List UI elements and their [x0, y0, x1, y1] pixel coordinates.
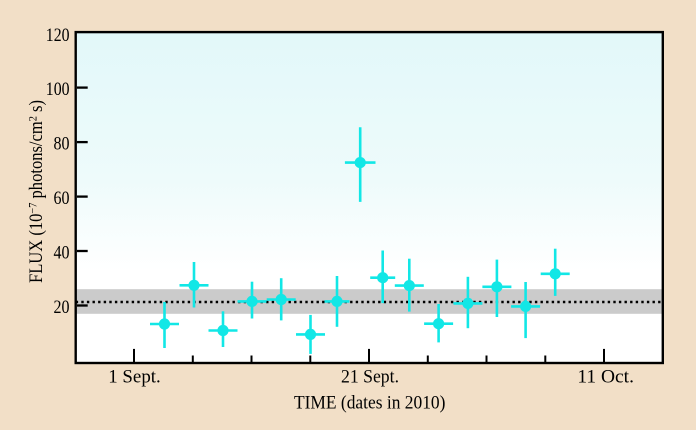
svg-text:TIME (dates in 2010): TIME (dates in 2010) [294, 394, 446, 414]
svg-text:100: 100 [46, 80, 70, 100]
svg-text:80: 80 [54, 135, 70, 155]
svg-text:60: 60 [54, 189, 70, 209]
svg-text:120: 120 [46, 26, 70, 46]
svg-text:21 Sept.: 21 Sept. [341, 368, 399, 388]
svg-text:20: 20 [54, 298, 70, 318]
svg-text:FLUX (10−7 photons/cm2 s): FLUX (10−7 photons/cm2 s) [27, 100, 47, 283]
svg-text:1 Sept.: 1 Sept. [108, 368, 161, 388]
svg-text:40: 40 [54, 244, 70, 264]
svg-text:11 Oct.: 11 Oct. [577, 368, 634, 388]
